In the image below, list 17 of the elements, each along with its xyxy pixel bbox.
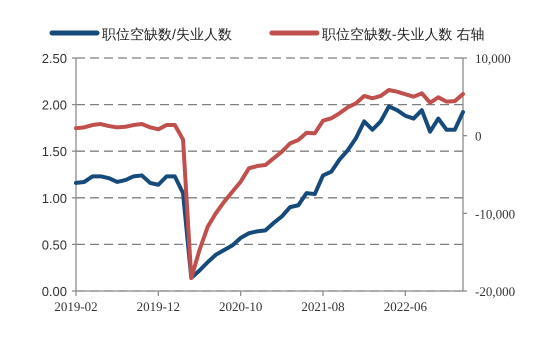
y2-tick-label: -20,000 <box>475 284 516 299</box>
x-tick-label: 2022-06 <box>384 299 428 314</box>
x-tick-label: 2019-02 <box>54 299 98 314</box>
x-tick-label: 2020-10 <box>219 299 262 314</box>
legend-label: 职位空缺数/失业人数 <box>102 26 232 42</box>
x-tick-label: 2019-12 <box>136 299 180 314</box>
x-tick-label: 2021-08 <box>301 299 345 314</box>
legend-label: 职位空缺数-失业人数 右轴 <box>322 26 484 42</box>
y-tick-label: 2.50 <box>42 51 67 66</box>
y-tick-label: 0.50 <box>42 237 67 252</box>
y-tick-label: 0.00 <box>42 284 67 299</box>
y-tick-label: 1.50 <box>42 144 67 160</box>
y-tick-label: 1.00 <box>42 190 67 206</box>
y2-tick-label: -10,000 <box>475 206 516 222</box>
y-tick-label: 2.00 <box>42 98 67 113</box>
y2-tick-label: 10,000 <box>475 51 511 66</box>
y2-tick-label: 0 <box>475 128 482 144</box>
